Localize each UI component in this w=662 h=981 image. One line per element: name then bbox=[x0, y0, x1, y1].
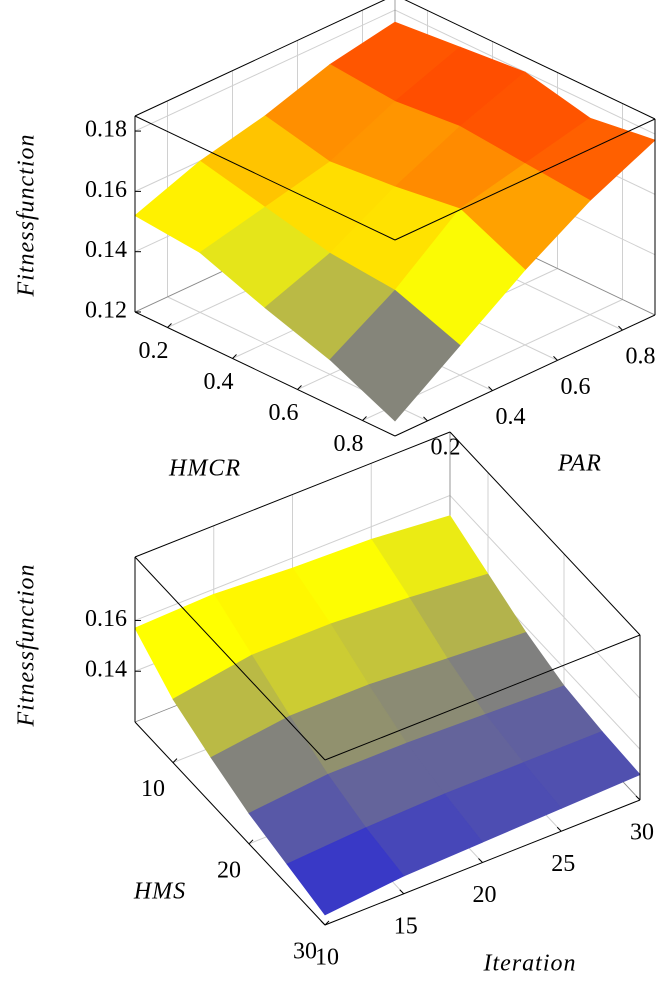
x-tick-label: 0.6 bbox=[269, 400, 299, 426]
tick-mark bbox=[362, 416, 367, 421]
box-edge bbox=[134, 0, 386, 117]
box-edge bbox=[394, 314, 656, 437]
z-tick-label: 0.16 bbox=[85, 177, 127, 203]
x-tick-label: 0.4 bbox=[204, 369, 234, 395]
y-tick-label: 0.6 bbox=[561, 374, 591, 400]
box-edge bbox=[404, 0, 656, 120]
box-edge bbox=[134, 431, 451, 558]
box-edge bbox=[134, 115, 396, 241]
y-tick-label: 0.2 bbox=[431, 434, 461, 460]
tick-mark bbox=[488, 386, 493, 391]
z-tick-label: 0.14 bbox=[85, 657, 127, 683]
y-axis-label: Iteration bbox=[483, 951, 577, 977]
z-tick-label: 0.16 bbox=[85, 606, 127, 632]
tick-mark bbox=[172, 758, 178, 763]
y-axis-label: PAR bbox=[557, 451, 602, 477]
grid-line bbox=[134, 494, 451, 621]
x-tick-label: 20 bbox=[217, 857, 241, 883]
box-edge bbox=[134, 311, 396, 437]
y-tick-label: 30 bbox=[630, 820, 654, 846]
surface-patch bbox=[329, 289, 461, 422]
tick-mark bbox=[232, 354, 237, 359]
box-edge bbox=[449, 431, 641, 636]
z-axis-label: Fitnessfunction bbox=[14, 134, 40, 298]
z-tick-label: 0.12 bbox=[85, 298, 127, 324]
box-edge bbox=[134, 556, 326, 761]
y-tick-label: 25 bbox=[551, 851, 575, 877]
surface-patch bbox=[286, 827, 405, 916]
y-tick-label: 0.4 bbox=[496, 404, 526, 430]
x-axis-label: HMCR bbox=[168, 456, 241, 482]
tick-mark bbox=[618, 325, 623, 331]
tick-mark bbox=[399, 889, 405, 895]
tick-mark bbox=[478, 858, 483, 863]
tick-mark bbox=[553, 356, 558, 361]
x-tick-label: 10 bbox=[141, 776, 165, 802]
x-axis-label: HMS bbox=[133, 879, 186, 905]
y-tick-label: 20 bbox=[473, 882, 497, 908]
y-tick-label: 15 bbox=[394, 913, 418, 939]
box-edge bbox=[394, 118, 656, 241]
grid-line bbox=[449, 495, 641, 699]
tick-mark bbox=[248, 839, 254, 845]
z-axis-label: Fitnessfunction bbox=[14, 564, 40, 728]
tick-mark bbox=[167, 323, 172, 328]
z-tick-label: 0.18 bbox=[85, 117, 127, 143]
tick-mark bbox=[324, 920, 330, 926]
y-tick-label: 0.8 bbox=[626, 344, 656, 370]
x-tick-label: 30 bbox=[293, 939, 317, 965]
z-tick-label: 0.14 bbox=[85, 237, 127, 263]
tick-mark bbox=[320, 920, 326, 926]
y-tick-label: 10 bbox=[315, 945, 339, 971]
box-edge bbox=[134, 721, 326, 926]
tick-mark bbox=[297, 385, 302, 390]
tick-mark bbox=[556, 826, 562, 832]
x-tick-label: 0.2 bbox=[139, 338, 169, 364]
grid-line bbox=[134, 9, 396, 132]
tick-mark bbox=[423, 416, 428, 422]
tick-mark bbox=[635, 795, 641, 801]
x-tick-label: 0.8 bbox=[334, 431, 364, 457]
box-edge bbox=[324, 634, 641, 761]
